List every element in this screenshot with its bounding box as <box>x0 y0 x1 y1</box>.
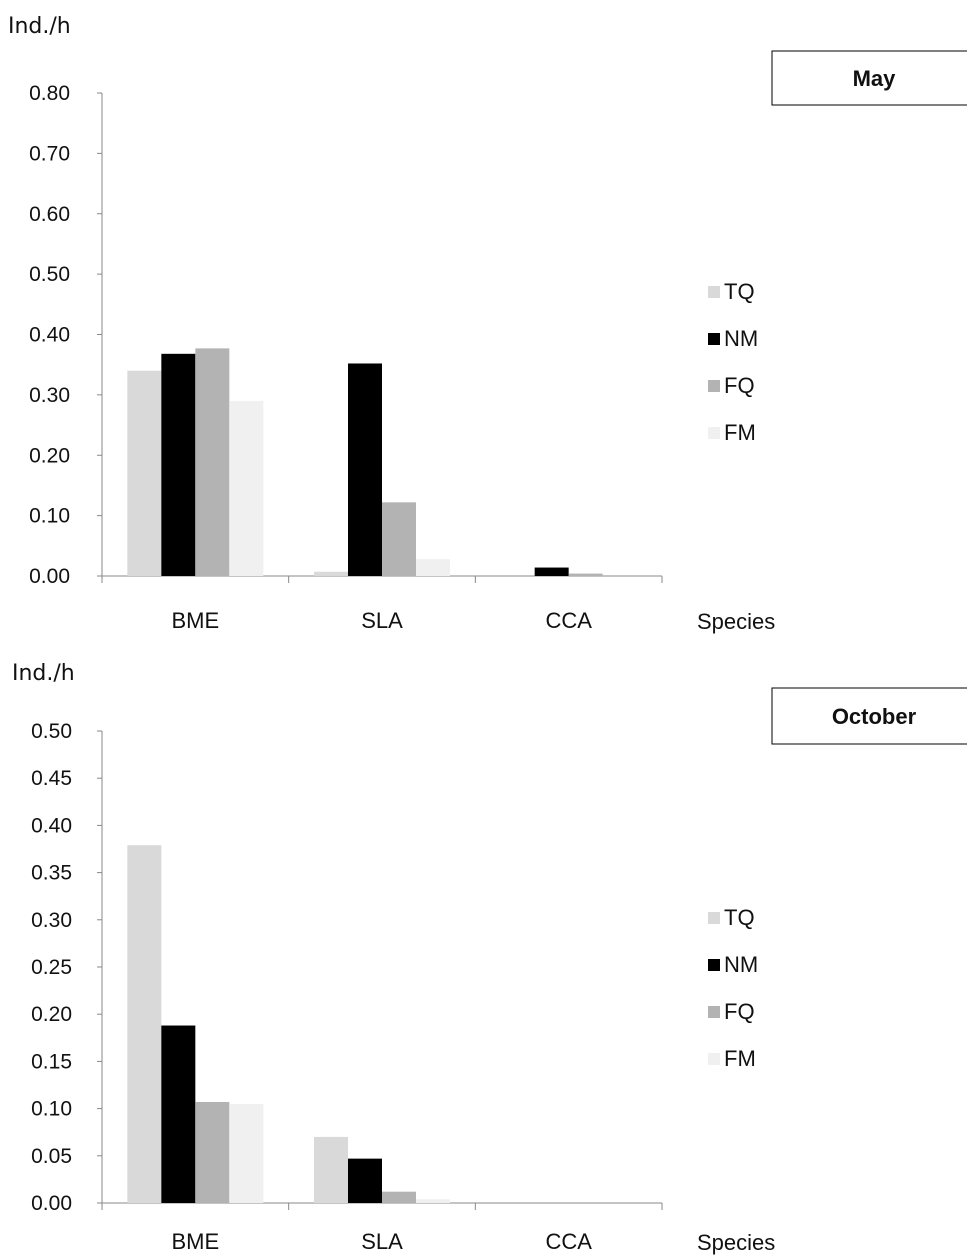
october-chart: Ind./h 0.000.050.100.150.200.250.300.350… <box>12 661 967 1255</box>
y-tick-label: 0.50 <box>29 263 70 286</box>
legend-swatch-tq <box>708 286 720 298</box>
y-tick-label: 0.10 <box>29 505 70 528</box>
bar-nm-bme <box>161 353 196 576</box>
legend-swatch-fm <box>708 427 720 439</box>
y-axis-label: Ind./h <box>8 14 71 39</box>
legend-label-fq: FQ <box>724 373 755 398</box>
y-tick-label: 0.20 <box>29 444 70 467</box>
bar-fm-bme <box>229 400 264 576</box>
bar-fq-sla <box>382 502 416 576</box>
bar-fq-bme <box>195 348 230 576</box>
y-tick-label: 0.30 <box>29 384 70 407</box>
legend-label-tq: TQ <box>724 905 755 930</box>
bar-fm-sla <box>416 559 450 576</box>
y-tick-label: 0.40 <box>29 324 70 347</box>
y-tick-label: 0.15 <box>31 1050 72 1073</box>
bar-tq-bme <box>127 370 162 576</box>
legend-label-nm: NM <box>724 326 758 351</box>
bar-tq-sla <box>314 571 348 576</box>
title-box: October <box>771 687 967 745</box>
bar-tq-bme <box>127 845 162 1203</box>
bar-fq-sla <box>382 1191 416 1203</box>
y-tick-label: 0.00 <box>29 565 70 588</box>
legend: TQ NM FQ FM <box>708 279 758 445</box>
y-tick-label: 0.60 <box>29 203 70 226</box>
x-tick-label: BME <box>171 608 219 633</box>
y-tick-label: 0.40 <box>31 814 72 837</box>
y-axis-label: Ind./h <box>12 661 75 686</box>
legend-swatch-tq <box>708 912 720 924</box>
x-tick-label: BME <box>171 1229 219 1254</box>
bar-nm-sla <box>348 363 382 576</box>
bar-nm-cca <box>534 567 569 576</box>
x-tick-label: SLA <box>361 608 403 633</box>
y-tick-label: 0.70 <box>29 142 70 165</box>
y-tick-label: 0.80 <box>29 82 70 105</box>
chart-title: May <box>853 66 897 91</box>
x-axis-label: Species <box>697 1230 775 1255</box>
legend-swatch-fq <box>708 380 720 392</box>
x-tick-label: SLA <box>361 1229 403 1254</box>
may-chart: Ind./h 0.000.100.200.300.400.500.600.700… <box>8 14 967 634</box>
legend-swatch-fq <box>708 1006 720 1018</box>
bar-nm-bme <box>161 1025 196 1203</box>
legend-label-nm: NM <box>724 952 758 977</box>
bar-nm-sla <box>348 1158 382 1203</box>
y-tick-label: 0.05 <box>31 1145 72 1168</box>
legend-swatch-nm <box>708 959 720 971</box>
title-box: May <box>771 50 967 106</box>
bar-fm-sla <box>416 1199 450 1203</box>
plot-area: 0.00 0.05 0.10 0.15 0.20 0.25 0.30 0.35 0.40 0.45… <box>31 720 663 1254</box>
y-tick-label: 0.25 <box>31 956 72 979</box>
legend-label-fq: FQ <box>724 999 755 1024</box>
y-tick-label: 0.35 <box>31 862 72 885</box>
x-tick-label: CCA <box>545 608 592 633</box>
y-tick-label: 0.30 <box>31 909 72 932</box>
legend-swatch-fm <box>708 1053 720 1065</box>
plot-area: 0.00 0.10 0.20 0.30 0.40 0.50 0.60 0.70 0.80 BME S… <box>29 82 663 633</box>
legend-label-tq: TQ <box>724 279 755 304</box>
bar-fq-bme <box>195 1101 230 1203</box>
chart-title: October <box>832 704 917 729</box>
y-tick-label: 0.50 <box>31 720 72 743</box>
x-tick-label: CCA <box>545 1229 592 1254</box>
legend: TQ NM FQ FM <box>708 905 758 1071</box>
y-tick-label: 0.45 <box>31 767 72 790</box>
bar-fq-cca <box>568 573 603 576</box>
y-tick-label: 0.20 <box>31 1003 72 1026</box>
y-tick-label: 0.00 <box>31 1192 72 1215</box>
y-tick-label: 0.10 <box>31 1098 72 1121</box>
legend-swatch-nm <box>708 333 720 345</box>
bar-fm-bme <box>229 1103 264 1203</box>
x-axis-label: Species <box>697 609 775 634</box>
legend-label-fm: FM <box>724 420 756 445</box>
bar-tq-sla <box>314 1136 348 1203</box>
legend-label-fm: FM <box>724 1046 756 1071</box>
